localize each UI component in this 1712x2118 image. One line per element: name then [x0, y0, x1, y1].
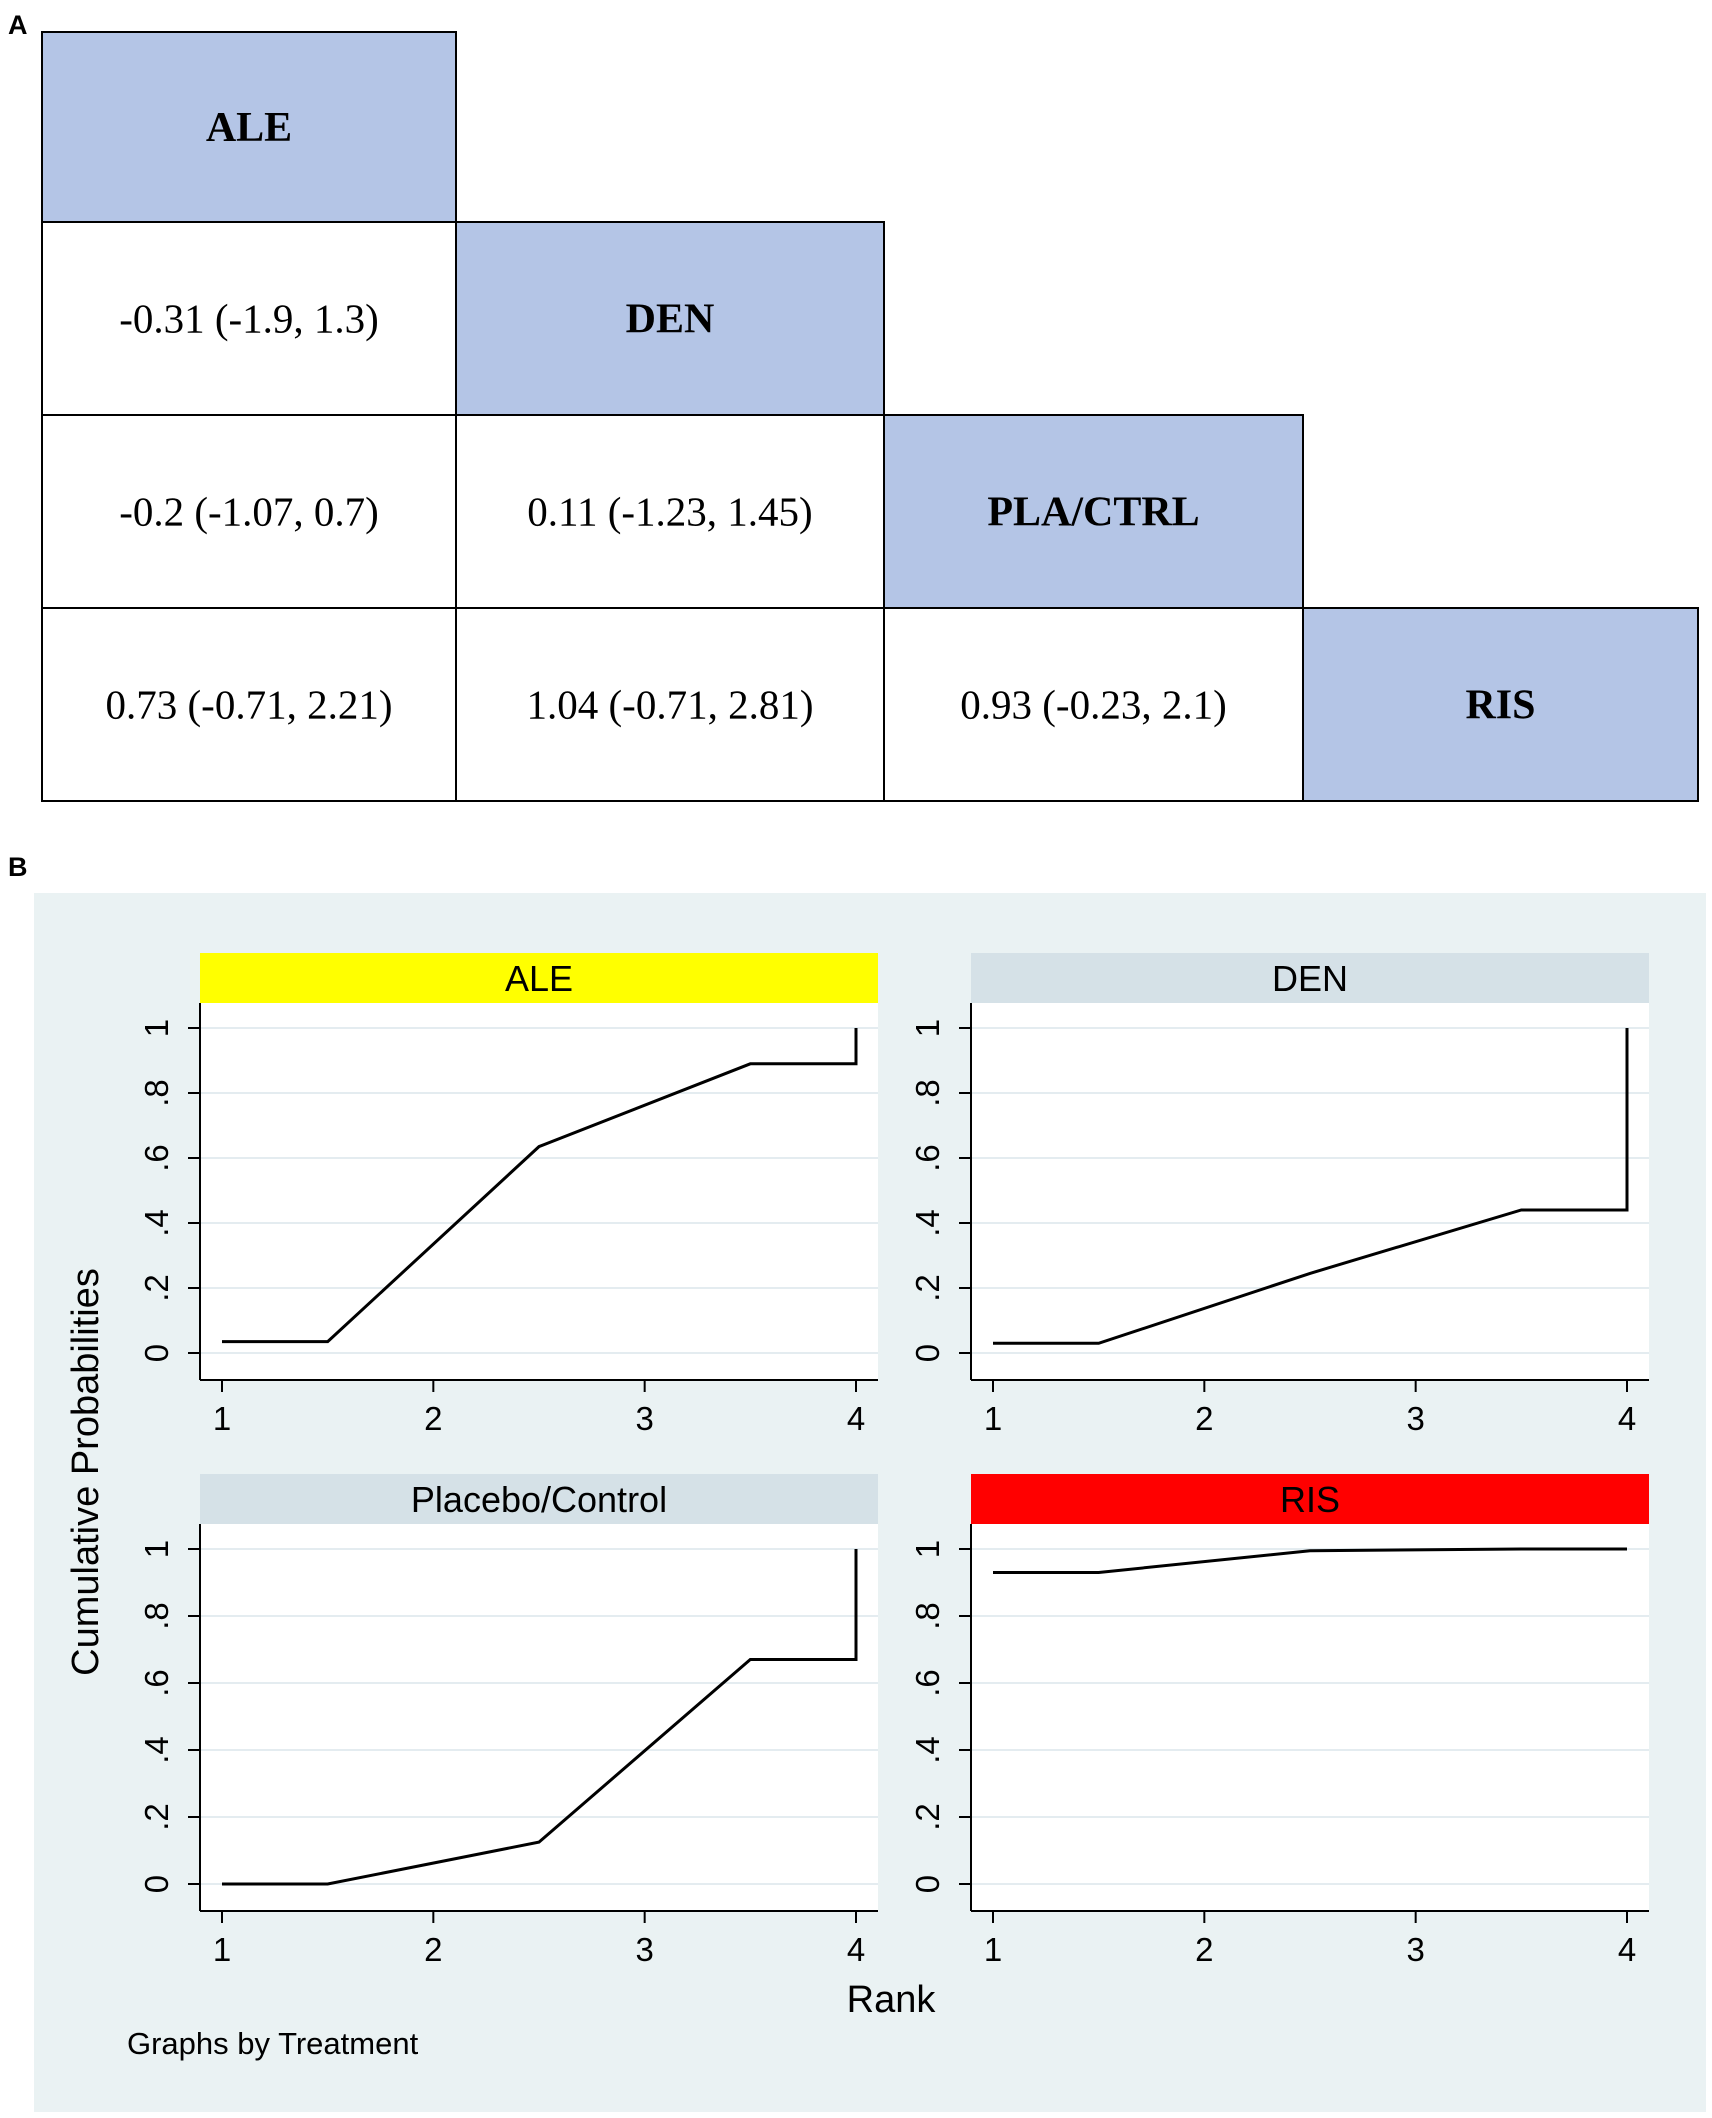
- treatment-label: DEN: [626, 297, 715, 343]
- y-tick-label: 1: [909, 1019, 946, 1037]
- y-tick-label: .4: [138, 1736, 175, 1764]
- y-tick-label: 1: [138, 1540, 175, 1558]
- y-tick-label: .4: [909, 1209, 946, 1237]
- league-table-cell: [883, 607, 1304, 802]
- x-tick-label: 3: [1406, 1400, 1424, 1437]
- y-tick-label: .2: [138, 1803, 175, 1831]
- x-tick-label: 4: [1618, 1931, 1636, 1968]
- league-table: ALE -0.31 (-1.9, 1.3) DEN -0.2 (-1.07, 0.7)…: [41, 31, 1699, 802]
- treatment-label: ALE: [206, 105, 292, 151]
- league-table-cell: [455, 414, 885, 609]
- panel-title-strip: [200, 953, 878, 1003]
- y-tick-label: .6: [138, 1144, 175, 1172]
- series-line: [993, 1028, 1629, 1345]
- x-tick-label: 4: [1618, 1400, 1636, 1437]
- panel-title-strip: [971, 1474, 1649, 1524]
- effect-estimate: -0.31 (-1.9, 1.3): [119, 296, 379, 342]
- league-diagonal-cell: [1302, 607, 1699, 802]
- y-tick-label: .8: [909, 1602, 946, 1630]
- effect-estimate: 1.04 (-0.71, 2.81): [527, 682, 814, 728]
- x-tick-label: 3: [635, 1400, 653, 1437]
- y-tick-label: .8: [138, 1079, 175, 1107]
- series-line: [993, 1547, 1627, 1574]
- effect-estimate: 0.93 (-0.23, 2.1): [960, 682, 1226, 728]
- y-tick-label: .8: [138, 1602, 175, 1630]
- graphs-by-note: Graphs by Treatment: [127, 2026, 419, 2061]
- series-line: [222, 1028, 858, 1344]
- x-tick-label: 1: [213, 1400, 231, 1437]
- y-tick-label: .2: [138, 1274, 175, 1302]
- effect-estimate: 0.73 (-0.71, 2.21): [106, 682, 393, 728]
- series-line: [222, 1549, 858, 1886]
- panel-title-strip: [200, 1474, 878, 1524]
- panel-title: Placebo/Control: [411, 1479, 667, 1520]
- panel-title: DEN: [1272, 958, 1348, 999]
- treatment-label: RIS: [1465, 683, 1535, 729]
- x-tick-label: 2: [1195, 1931, 1213, 1968]
- treatment-label: PLA/CTRL: [987, 490, 1199, 536]
- y-tick-label: 0: [138, 1344, 175, 1362]
- y-tick-label: 1: [138, 1019, 175, 1037]
- plot-area: [200, 1524, 878, 1911]
- y-tick-label: .4: [909, 1736, 946, 1764]
- x-tick-label: 2: [1195, 1400, 1213, 1437]
- y-tick-label: .6: [909, 1669, 946, 1697]
- y-tick-label: .2: [909, 1274, 946, 1302]
- y-tick-label: 0: [909, 1344, 946, 1362]
- x-tick-label: 4: [847, 1400, 865, 1437]
- plot-area: [200, 1003, 878, 1380]
- league-table-cell: [455, 607, 885, 802]
- x-tick-label: 3: [1406, 1931, 1424, 1968]
- y-tick-label: .6: [138, 1669, 175, 1697]
- x-tick-label: 1: [984, 1400, 1002, 1437]
- x-tick-label: 2: [424, 1400, 442, 1437]
- rank-panel: RIS 0 .2 .4 .6 .8 1 1 2 3 4: [909, 1474, 1649, 1968]
- panel-title: RIS: [1280, 1479, 1340, 1520]
- effect-estimate: 0.11 (-1.23, 1.45): [527, 489, 812, 535]
- rank-panel: ALE 0 .2 .4 .6 .8 1 1 2 3 4: [138, 953, 878, 1437]
- league-diagonal-cell: [41, 31, 457, 223]
- x-axis-title: Rank: [847, 1979, 937, 2021]
- x-tick-label: 2: [424, 1931, 442, 1968]
- x-tick-label: 3: [635, 1931, 653, 1968]
- y-tick-label: .6: [909, 1144, 946, 1172]
- league-table-cell: [41, 221, 457, 416]
- panel-label-a: A: [8, 10, 28, 40]
- panel-label-b: B: [8, 852, 28, 882]
- league-diagonal-cell: [883, 414, 1304, 609]
- y-tick-label: .4: [138, 1209, 175, 1237]
- y-tick-label: 0: [138, 1875, 175, 1893]
- x-tick-label: 4: [847, 1931, 865, 1968]
- y-tick-label: 0: [909, 1875, 946, 1893]
- y-tick-label: .8: [909, 1079, 946, 1107]
- panel-title-strip: [971, 953, 1649, 1003]
- y-axis-title: Cumulative Probabilities: [65, 1268, 107, 1676]
- y-tick-label: .2: [909, 1803, 946, 1831]
- rank-panel: Placebo/Control 0 .2 .4 .6 .8 1 1 2 3 4: [138, 1474, 878, 1968]
- plot-area: [971, 1524, 1649, 1911]
- y-tick-label: 1: [909, 1540, 946, 1558]
- effect-estimate: -0.2 (-1.07, 0.7): [119, 489, 379, 535]
- league-table-cell: [41, 607, 457, 802]
- plot-area: [971, 1003, 1649, 1380]
- rank-panel: DEN 0 .2 .4 .6 .8 1 1 2 3 4: [909, 953, 1649, 1437]
- league-diagonal-cell: [455, 221, 885, 416]
- x-tick-label: 1: [213, 1931, 231, 1968]
- x-tick-label: 1: [984, 1931, 1002, 1968]
- panel-title: ALE: [505, 958, 573, 999]
